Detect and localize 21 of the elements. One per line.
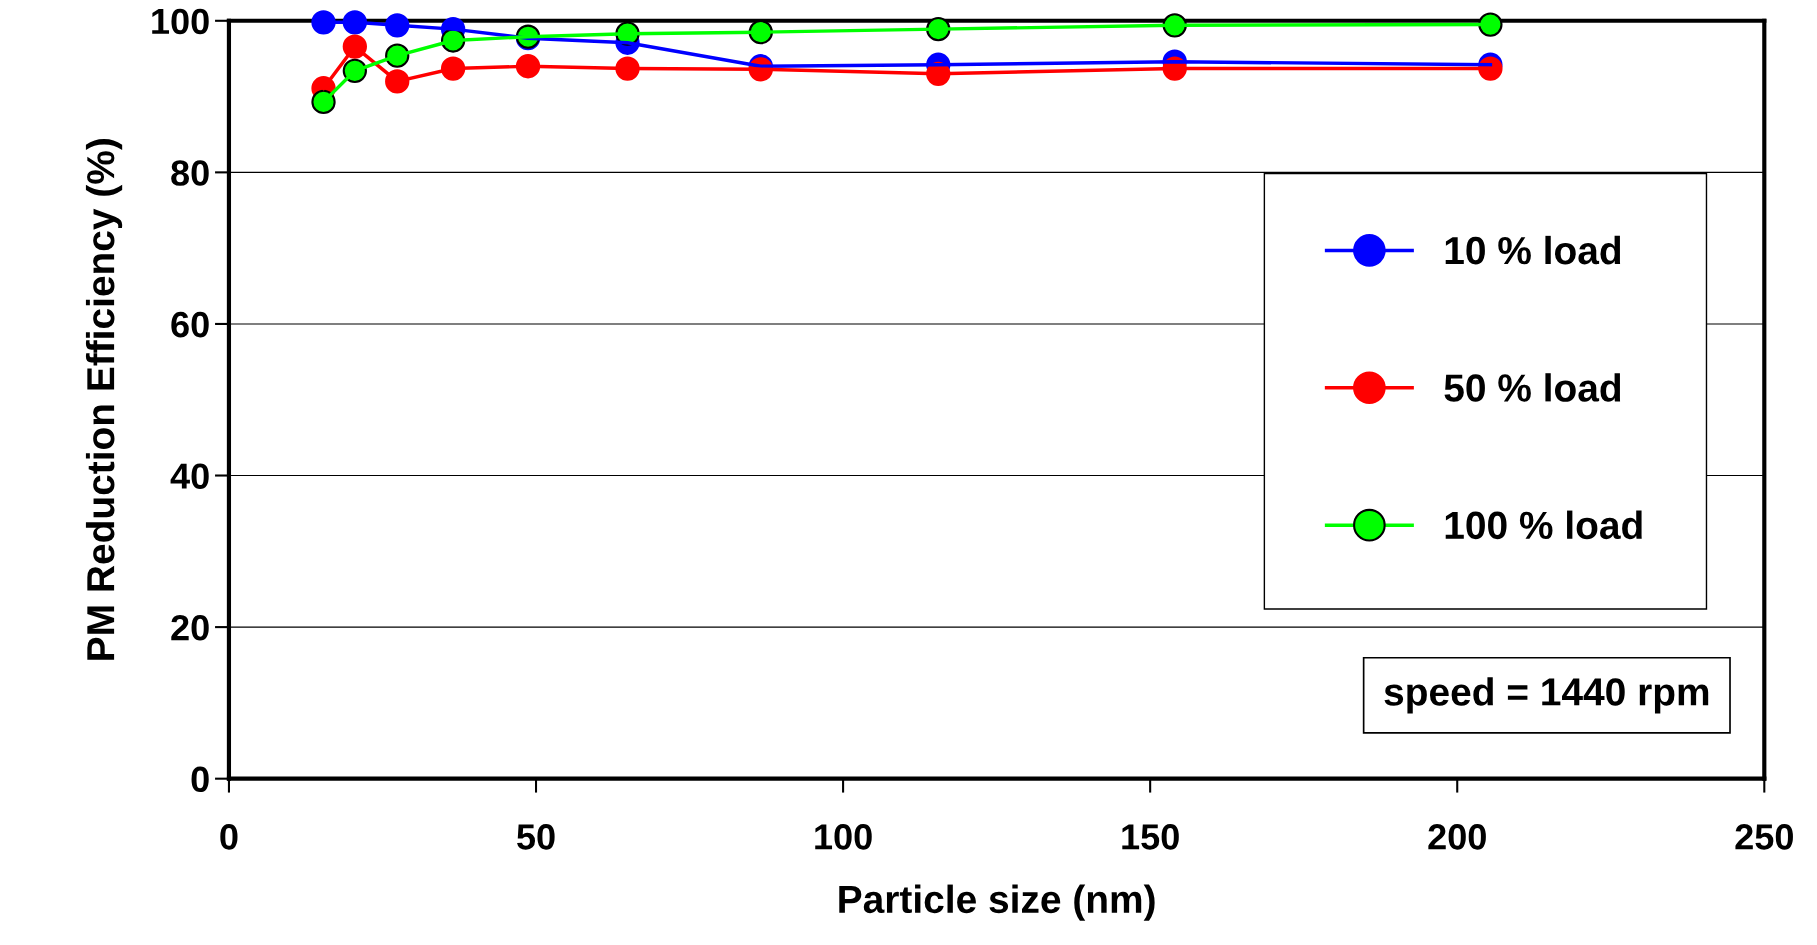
point [311, 10, 336, 35]
legend-label: 10 % load [1445, 235, 1621, 265]
y-tick-label: 60 [171, 311, 209, 338]
y-tick-label: 20 [171, 614, 209, 641]
point [311, 89, 336, 115]
legend-label: 50 % load [1444, 373, 1621, 402]
x-axis-title: Particle size (nm) [839, 884, 1155, 921]
x-tick-label: 100 [815, 824, 872, 850]
y-tick-label: 100 [152, 8, 209, 35]
x-tick-label: 250 [1735, 824, 1793, 850]
y-tick-label: 40 [170, 463, 209, 489]
point [1478, 12, 1503, 37]
y-axis-title: PM Reduction Efficiency (%) [85, 139, 123, 660]
y-tick-label: 80 [171, 160, 209, 186]
x-tick-label: 200 [1428, 824, 1486, 850]
x-tick-label: 50 [517, 824, 555, 850]
legend-label: 100 % load [1445, 510, 1642, 540]
annotation: speed = 1440 rpm [1384, 677, 1709, 714]
y-tick-label: 0 [191, 766, 209, 793]
x-tick-label: 0 [220, 824, 238, 850]
x-tick-label: 150 [1122, 824, 1179, 850]
